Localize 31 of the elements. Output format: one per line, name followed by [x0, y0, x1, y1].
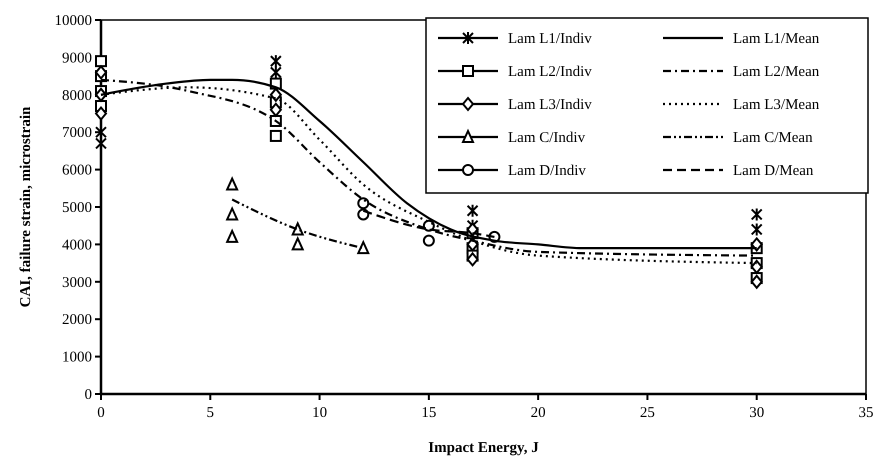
legend-label: Lam D/Mean [733, 163, 814, 179]
legend-label: Lam L3/Mean [733, 97, 820, 113]
y-tick-label: 3000 [62, 274, 92, 291]
y-tick-label: 9000 [62, 50, 92, 66]
y-axis-title: CAI, failure strain, microstrain [18, 106, 34, 308]
legend-label: Lam L2/Indiv [508, 64, 592, 80]
legend-label: Lam D/Indiv [508, 163, 586, 179]
y-tick-label: 4000 [62, 237, 92, 254]
x-axis-title: Impact Energy, J [428, 440, 540, 456]
legend-label: Lam L2/Mean [733, 64, 820, 80]
y-tick-label: 6000 [62, 162, 92, 179]
x-tick-label: 35 [858, 405, 874, 421]
y-tick-label: 8000 [62, 88, 92, 104]
legend-label: Lam L1/Indiv [508, 31, 592, 47]
x-tick-label: 20 [530, 405, 546, 421]
legend-label: Lam C/Mean [733, 130, 814, 146]
y-tick-label: 5000 [62, 200, 92, 216]
y-tick-label: 7000 [62, 125, 92, 142]
legend-label: Lam L3/Indiv [508, 97, 592, 113]
y-tick-label: 0 [84, 387, 92, 403]
legend-label: Lam C/Indiv [508, 130, 586, 146]
x-tick-label: 25 [640, 405, 655, 421]
x-tick-label: 30 [749, 405, 764, 421]
x-tick-label: 15 [421, 405, 436, 421]
x-tick-label: 0 [97, 405, 105, 421]
x-tick-label: 5 [206, 405, 214, 421]
y-tick-label: 2000 [62, 312, 92, 328]
y-tick-label: 1000 [62, 350, 92, 366]
y-tick-label: 10000 [54, 13, 92, 29]
x-tick-label: 10 [312, 405, 328, 421]
legend-label: Lam L1/Mean [733, 31, 820, 47]
